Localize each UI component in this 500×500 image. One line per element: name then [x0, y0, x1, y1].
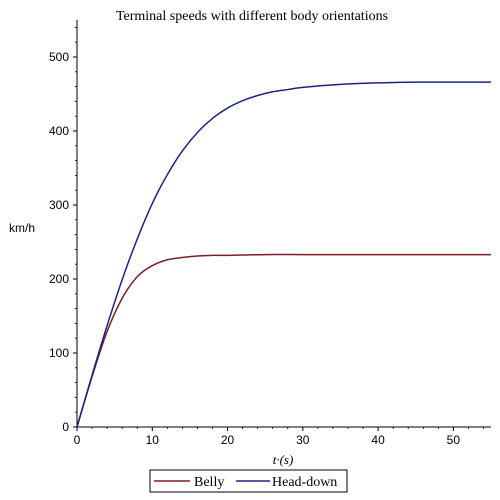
y-tick-label: 100 — [49, 346, 69, 360]
y-tick-label: 200 — [49, 272, 69, 286]
y-tick-label: 400 — [49, 124, 69, 138]
x-tick-label: 40 — [371, 433, 385, 447]
y-tick-label: 0 — [62, 420, 69, 434]
legend-label-head-down: Head-down — [272, 475, 337, 490]
legend: Belly Head-down — [149, 469, 348, 493]
x-tick-label: 50 — [447, 433, 461, 447]
y-axis-label: km/h — [9, 221, 35, 235]
x-tick-label: 0 — [74, 433, 81, 447]
plot-lines — [76, 81, 491, 428]
legend-label-belly: Belly — [194, 475, 224, 490]
x-tick-label: 10 — [146, 433, 160, 447]
y-tick-label: 300 — [49, 198, 69, 212]
x-axis-label: t·(s) — [273, 452, 294, 467]
series-line-belly — [76, 253, 491, 428]
x-tick-label: 20 — [221, 433, 235, 447]
chart-title: Terminal speeds with different body orie… — [116, 9, 388, 24]
series-line-head-down — [76, 81, 491, 428]
y-tick-label: 500 — [49, 50, 69, 64]
x-tick-label: 30 — [296, 433, 310, 447]
